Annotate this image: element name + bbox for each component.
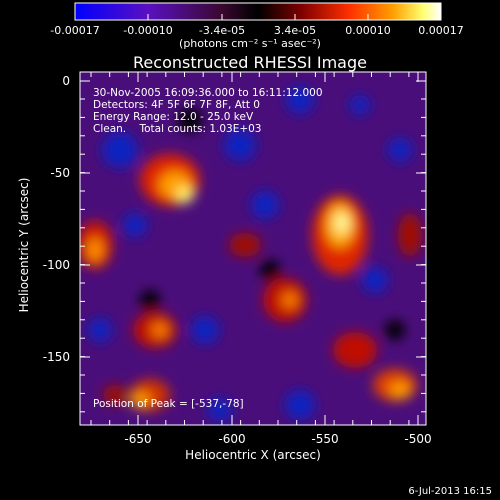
x-tick-label: -600 <box>218 432 246 446</box>
colorbar-tick-label: -0.00017 <box>50 24 100 37</box>
y-tick-label: 0 <box>62 74 70 88</box>
y-tick-label: -50 <box>50 166 70 180</box>
x-tick-label: -500 <box>404 432 432 446</box>
plot-frame <box>79 71 427 426</box>
colorbar <box>74 2 442 21</box>
clean-counts: Clean. Total counts: 1.03E+03 <box>93 123 262 135</box>
solar-emission-map <box>80 86 422 422</box>
colorbar-tick-marks <box>74 14 442 20</box>
colorbar-tick-label: -0.00010 <box>123 24 173 37</box>
colorbar-tick-label: 0.00017 <box>418 24 464 37</box>
footer-timestamp: 6-Jul-2013 16:15 <box>408 486 492 497</box>
observation-time: 30-Nov-2005 16:09:36.000 to 16:11:12.000 <box>93 87 323 99</box>
y-tick-label: -150 <box>42 350 70 364</box>
colorbar-units: (photons cm⁻² s⁻¹ asec⁻²) <box>179 37 321 50</box>
peak-position: Position of Peak = [-537,-78] <box>93 398 244 410</box>
x-axis-label: Heliocentric X (arcsec) <box>185 448 321 462</box>
y-tick-label: -100 <box>42 258 70 272</box>
detectors-info: Detectors: 4F 5F 6F 7F 8F, Att 0 <box>93 99 260 111</box>
axis-tick-marks <box>80 72 426 425</box>
colorbar-tick-label: -3.4e-05 <box>198 24 246 37</box>
energy-range: Energy Range: 12.0 - 25.0 keV <box>93 111 254 123</box>
page-title: Reconstructed RHESSI Image <box>133 53 367 72</box>
colorbar-tick-label: 0.00010 <box>345 24 391 37</box>
x-tick-label: -650 <box>124 432 152 446</box>
y-axis-label: Heliocentric Y (arcsec) <box>17 177 31 313</box>
colorbar-tick-label: 3.4e-05 <box>273 24 317 37</box>
x-tick-label: -550 <box>311 432 339 446</box>
